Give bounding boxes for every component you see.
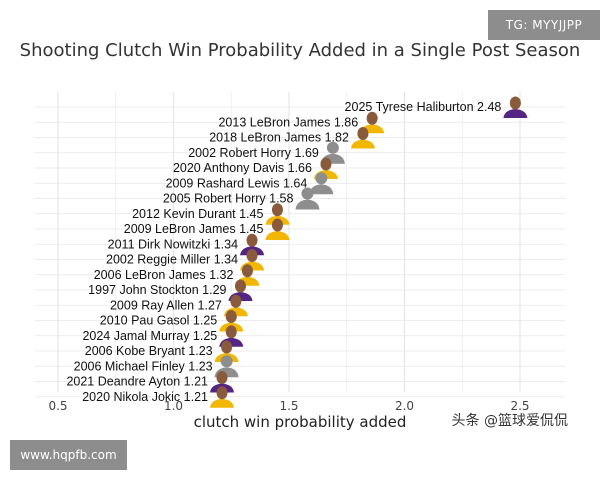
silhouette-head xyxy=(220,355,233,368)
point-label: 2002 Reggie Miller 1.34 xyxy=(106,253,238,267)
source-watermark: 头条 @篮球爱侃侃 xyxy=(451,413,568,429)
x-tick-label: 2.0 xyxy=(395,399,414,413)
player-avatar-marker xyxy=(295,187,320,210)
face xyxy=(246,233,258,247)
face xyxy=(271,218,283,232)
point-label: 2002 Robert Horry 1.69 xyxy=(188,146,319,160)
player-avatar-marker xyxy=(350,127,375,149)
face xyxy=(225,310,237,323)
player-avatar-marker xyxy=(503,96,528,118)
point-label: 1997 John Stockton 1.29 xyxy=(88,283,226,297)
telegram-badge: TG: MYYJJPP xyxy=(488,10,600,40)
silhouette-head xyxy=(315,172,328,185)
point-label: 2020 Nikola Jokic 1.21 xyxy=(82,390,208,404)
jersey xyxy=(265,231,290,240)
point-label: 2005 Robert Horry 1.58 xyxy=(163,192,294,206)
face xyxy=(320,157,332,171)
player-avatar-marker xyxy=(265,218,290,240)
point-label: 2018 LeBron James 1.82 xyxy=(209,131,349,145)
x-tick-label: 0.5 xyxy=(48,399,67,413)
jersey xyxy=(210,398,235,408)
x-axis-label: clutch win probability added xyxy=(193,413,407,431)
face xyxy=(357,127,369,140)
jersey xyxy=(503,109,528,118)
x-tick-label: 1.0 xyxy=(164,399,183,413)
point-label: 2009 Rashard Lewis 1.64 xyxy=(166,176,308,190)
silhouette-shoulders xyxy=(309,184,334,195)
face xyxy=(230,294,242,308)
x-tick-label: 1.5 xyxy=(279,399,298,413)
point-label: 2006 Kobe Bryant 1.23 xyxy=(85,344,213,358)
jersey xyxy=(350,139,375,149)
player-avatar-marker xyxy=(265,203,290,225)
point-label: 2006 LeBron James 1.32 xyxy=(94,268,234,282)
face xyxy=(225,325,237,339)
grid xyxy=(35,92,565,398)
x-tick-label: 2.5 xyxy=(510,399,529,413)
player-avatar-marker xyxy=(210,386,235,408)
point-label: 2021 Deandre Ayton 1.21 xyxy=(66,375,208,389)
point-label: 2013 LeBron James 1.86 xyxy=(218,115,358,129)
point-label: 2011 Dirk Nowitzki 1.34 xyxy=(108,237,238,251)
point-label: 2009 LeBron James 1.45 xyxy=(124,222,264,236)
face xyxy=(271,203,283,217)
silhouette-head xyxy=(326,141,339,154)
face xyxy=(366,111,378,125)
face xyxy=(509,96,521,110)
point-label: 2010 Pau Gasol 1.25 xyxy=(100,314,217,328)
face xyxy=(216,371,228,384)
face xyxy=(221,340,233,354)
chart-title: Shooting Clutch Win Probability Added in… xyxy=(19,40,581,61)
point-label: 2025 Tyrese Haliburton 2.48 xyxy=(345,100,502,114)
face xyxy=(216,386,228,400)
face xyxy=(234,279,246,293)
face xyxy=(241,264,253,278)
point-label: 2009 Ray Allen 1.27 xyxy=(110,298,222,312)
player-avatar-marker xyxy=(309,172,334,195)
point-label: 2006 Michael Finley 1.23 xyxy=(74,359,213,373)
face xyxy=(246,249,258,262)
point-label: 2024 Jamal Murray 1.25 xyxy=(82,329,217,343)
point-label: 2020 Anthony Davis 1.66 xyxy=(173,161,312,175)
point-label: 2012 Kevin Durant 1.45 xyxy=(132,207,263,221)
silhouette-head xyxy=(301,187,314,200)
silhouette-shoulders xyxy=(295,199,320,210)
website-badge: www.hqpfb.com xyxy=(10,440,127,470)
